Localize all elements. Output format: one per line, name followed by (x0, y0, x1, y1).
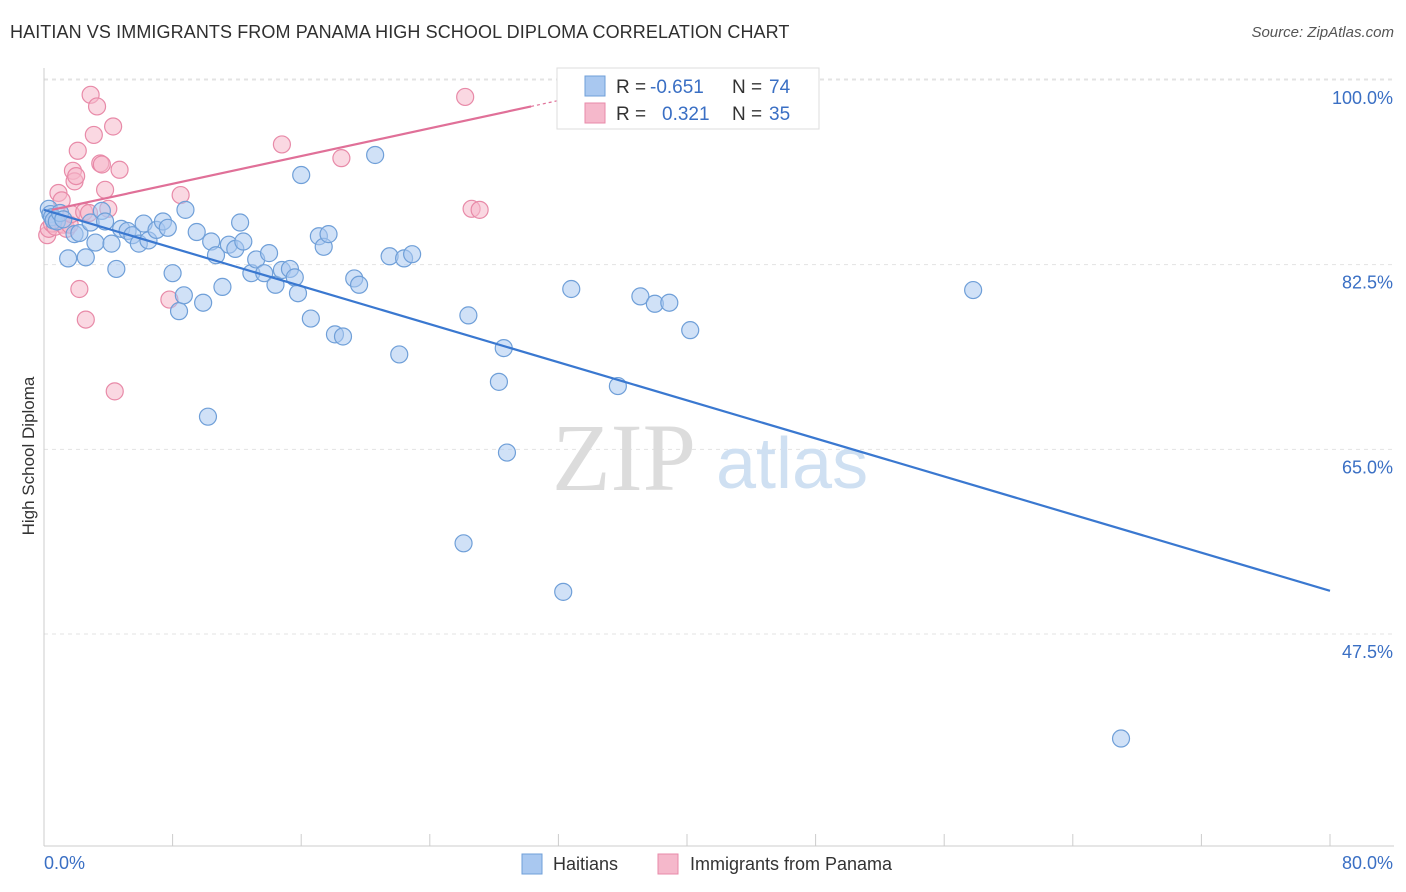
data-point-panama (84, 125, 103, 145)
data-point-haitian (70, 223, 89, 243)
bottom-legend-label-panama: Immigrants from Panama (690, 854, 893, 874)
legend-r-label-1: R = (616, 77, 646, 98)
data-point-haitian (86, 233, 105, 252)
bottom-legend-label-haitians: Haitians (553, 854, 618, 874)
data-point-haitian (681, 321, 700, 340)
data-point-haitian (292, 165, 311, 185)
data-point-haitian (319, 225, 338, 244)
legend-r-value-1: -0.651 (650, 77, 704, 98)
trend-line-haitians (43, 208, 1331, 592)
legend-n-value-2: 35 (769, 104, 790, 125)
data-point-haitian (198, 407, 218, 426)
data-point-panama (332, 149, 351, 168)
watermark-atlas: atlas (716, 424, 868, 504)
chart-source: Source: ZipAtlas.com (1251, 24, 1394, 41)
data-point-panama (272, 135, 292, 154)
legend-n-value-1: 74 (769, 77, 791, 98)
legend-swatch-haitians (584, 75, 606, 97)
data-point-haitian (174, 286, 193, 305)
data-point-panama (110, 160, 129, 179)
data-point-haitian (259, 244, 279, 263)
data-point-haitian (231, 213, 250, 232)
x-axis-ticks (43, 834, 1331, 846)
data-point-panama (92, 155, 111, 174)
trend-line-panama (51, 105, 532, 211)
data-point-haitian (489, 372, 509, 391)
trend-lines (43, 98, 1331, 592)
data-point-haitian (333, 327, 353, 346)
data-point-panama (470, 200, 489, 219)
data-point-haitian (497, 443, 517, 462)
data-point-panama (87, 97, 107, 116)
data-point-panama (456, 87, 475, 107)
data-point-haitian (349, 275, 369, 294)
bottom-legend-swatch-haitians (521, 853, 543, 875)
data-point-haitian (234, 232, 253, 251)
data-point-haitian (176, 200, 195, 219)
data-point-haitian (194, 293, 213, 312)
data-point-haitian (964, 280, 983, 300)
data-point-haitian (1111, 729, 1131, 748)
y-tick-label: 47.5% (1342, 642, 1393, 662)
data-point-panama (104, 117, 123, 136)
series-legend: Haitians Immigrants from Panama (521, 853, 893, 875)
legend-swatch-panama (584, 102, 606, 124)
y-axis-label: High School Diploma (19, 376, 38, 535)
data-point-panama (68, 141, 87, 160)
data-point-panama (67, 166, 86, 186)
bottom-legend-swatch-panama (657, 853, 679, 875)
x-tick-label-max: 80.0% (1342, 853, 1393, 873)
data-point-haitian (76, 248, 95, 267)
chart-title: HAITIAN VS IMMIGRANTS FROM PANAMA HIGH S… (10, 22, 790, 42)
x-tick-label-min: 0.0% (44, 853, 85, 873)
data-point-haitian (660, 293, 679, 312)
data-point-haitian (102, 234, 121, 253)
legend-r-label-2: R = (616, 104, 646, 125)
data-point-haitian (554, 582, 573, 601)
data-point-haitian (454, 534, 473, 553)
data-point-panama (105, 382, 124, 401)
data-point-panama (76, 310, 95, 329)
data-point-haitian (213, 277, 232, 296)
y-tick-label: 100.0% (1332, 88, 1393, 108)
watermark-zip: ZIP (552, 404, 696, 511)
data-point-haitian (158, 218, 177, 237)
data-point-haitian (187, 222, 206, 242)
data-point-haitian (59, 249, 78, 268)
data-point-haitian (459, 306, 478, 325)
correlation-legend: R = -0.651 N = 74 R = 0.321 N = 35 (556, 67, 820, 130)
legend-r-value-2: 0.321 (662, 104, 710, 125)
data-point-panama (95, 180, 115, 199)
data-point-panama (70, 279, 89, 299)
data-point-haitian (301, 309, 320, 328)
data-point-haitian (366, 145, 385, 165)
data-point-haitian (403, 245, 422, 264)
legend-n-label-2: N = (732, 104, 762, 125)
y-tick-label: 82.5% (1342, 273, 1393, 293)
legend-n-label-1: N = (732, 77, 762, 98)
series-haitians-points (39, 145, 1131, 748)
data-point-haitian (390, 345, 409, 364)
data-point-haitian (107, 259, 126, 279)
data-point-haitian (631, 287, 650, 306)
data-point-haitian (163, 264, 182, 283)
y-tick-label: 65.0% (1342, 457, 1393, 477)
y-tick-labels: 47.5% 65.0% 82.5% 100.0% (1332, 88, 1393, 662)
data-point-haitian (169, 302, 189, 321)
data-point-haitian (562, 279, 581, 299)
